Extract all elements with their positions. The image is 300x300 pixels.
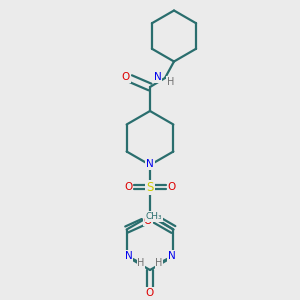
Text: O: O: [124, 182, 132, 193]
Text: O: O: [122, 72, 130, 82]
Text: O: O: [168, 182, 176, 193]
Text: N: N: [124, 251, 132, 261]
Text: H: H: [167, 76, 174, 87]
Text: O: O: [146, 287, 154, 298]
Text: O: O: [144, 215, 152, 226]
Text: H: H: [155, 258, 163, 268]
Text: CH₃: CH₃: [146, 212, 162, 221]
Text: S: S: [146, 181, 154, 194]
Text: N: N: [154, 72, 161, 82]
Text: H: H: [137, 258, 145, 268]
Text: N: N: [146, 159, 154, 170]
Text: N: N: [168, 251, 176, 261]
